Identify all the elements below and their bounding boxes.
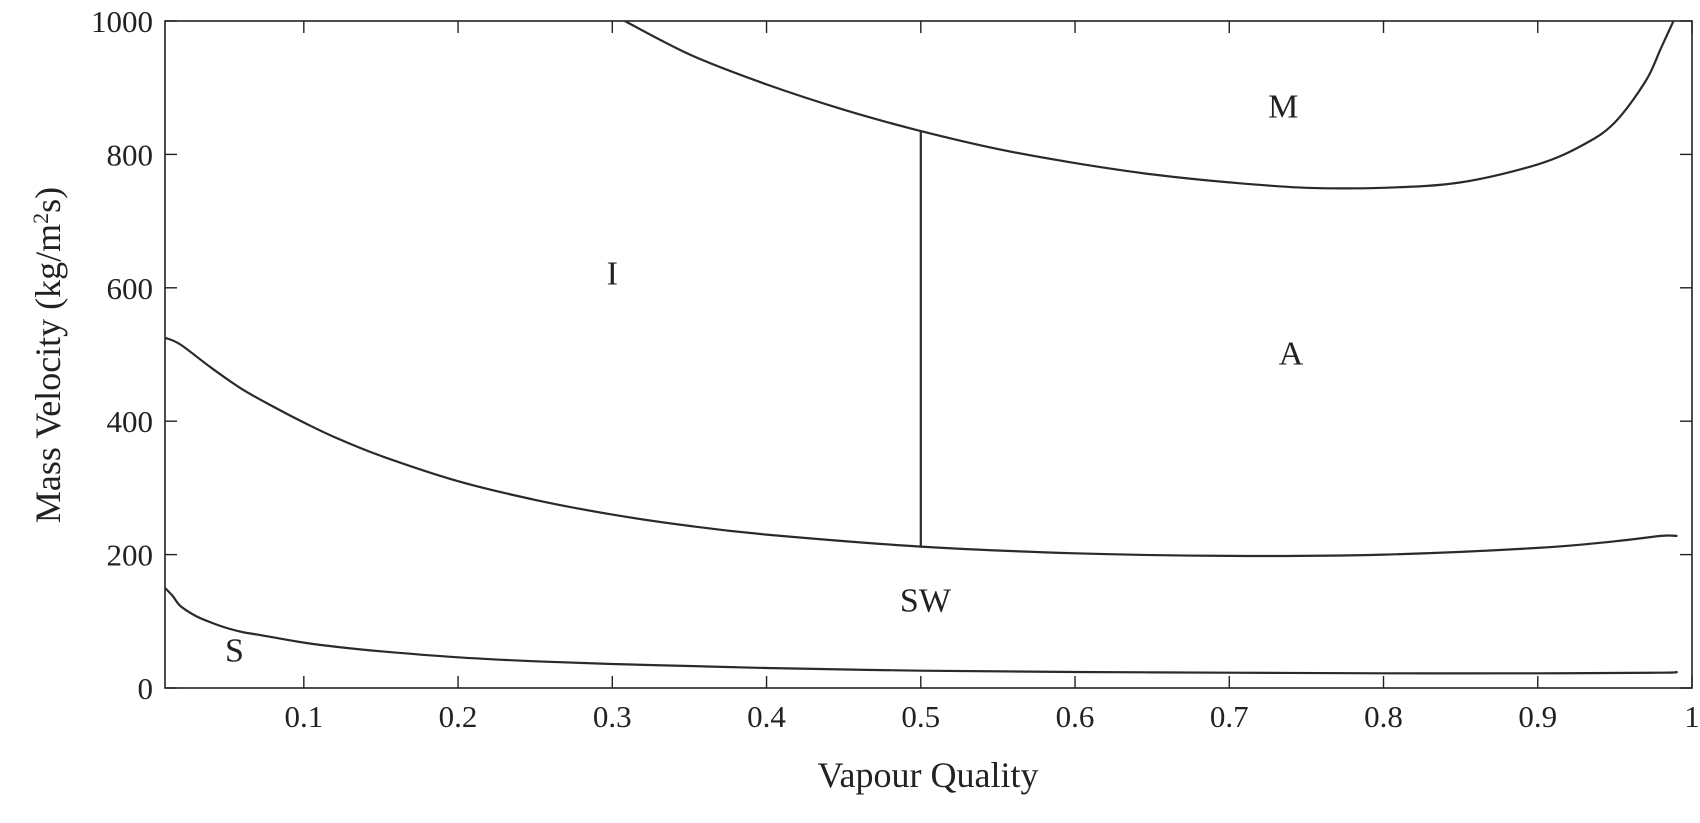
region-label: M [1268,89,1298,126]
y-axis-title-end: s) [28,187,68,213]
y-axis-title: Mass Velocity (kg/m2s) [28,187,69,523]
plot-frame [164,20,1693,689]
y-tick-label: 0 [138,671,154,706]
y-tick-label: 800 [107,137,154,172]
region-label: I [607,255,618,292]
boundary-curve-3 [622,21,1675,190]
y-axis-title-main: Mass Velocity (kg/m [28,224,68,523]
x-tick-label: 0.1 [284,699,323,734]
x-tick-label: 1 [1684,699,1700,734]
x-tick-label: 0.5 [901,699,940,734]
plot-area: 0.1 0.2 0.3 0.4 0.5 0.6 0.7 0.8 0.9 1 0 200 400 600 8… [91,4,1700,734]
x-ticks: 0.1 0.2 0.3 0.4 0.5 0.6 0.7 0.8 0.9 1 [284,21,1700,734]
x-tick-label: 0.4 [747,699,786,734]
boundary-curve-1 [165,586,1678,675]
region-label: A [1279,336,1304,373]
x-tick-label: 0.2 [439,699,478,734]
region-label: S [225,632,244,669]
x-tick-label: 0.8 [1364,699,1403,734]
y-tick-label: 400 [107,404,154,439]
y-ticks: 0 200 400 600 800 1000 [91,4,1692,706]
x-tick-label: 0.3 [593,699,632,734]
y-tick-label: 600 [107,271,154,306]
region-label: SW [900,582,952,619]
x-axis-title: Vapour Quality [818,755,1039,795]
x-tick-label: 0.6 [1056,699,1095,734]
y-tick-label: 200 [107,538,154,573]
x-tick-label: 0.7 [1210,699,1249,734]
region-labels: M I A SW S [225,89,1304,670]
x-tick-label: 0.9 [1518,699,1557,734]
y-tick-label: 1000 [91,4,153,39]
boundary-curve-2 [165,336,1678,558]
boundary-curves [165,21,1678,675]
y-axis-title-sup: 2 [28,213,53,224]
